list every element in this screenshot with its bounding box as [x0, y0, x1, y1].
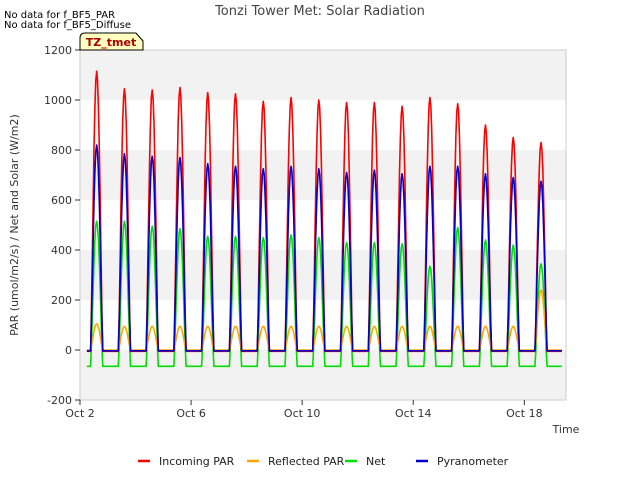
x-axis-ticks: Oct 2 Oct 6 Oct 10 Oct 14 Oct 18	[65, 400, 543, 420]
grid-band	[80, 50, 566, 100]
y-axis-label: PAR (umol/m2/s) / Net and Solar (W/m2)	[8, 114, 21, 336]
series-layer	[86, 70, 562, 368]
legend-label: Pyranometer	[437, 455, 509, 468]
x-tick-label: Oct 10	[284, 407, 321, 420]
badge-shape	[79, 32, 144, 51]
grid-bands	[80, 50, 566, 400]
series-line-net	[86, 220, 562, 368]
x-tick-label: Oct 6	[176, 407, 206, 420]
y-tick-label: 0	[65, 344, 72, 357]
y-tick-label: 600	[51, 194, 72, 207]
x-axis-label: Time	[552, 423, 580, 436]
y-tick-label: 1000	[44, 94, 72, 107]
tz-tmet-badge: TZ_tmet	[79, 32, 144, 51]
y-tick-label: 200	[51, 294, 72, 307]
legend: Incoming PAR Reflected PAR Net Pyranometer	[138, 455, 509, 468]
series-line-reflected-par	[86, 289, 562, 351]
y-axis-ticks: -200 0 200 400 600 800 1000 1200	[44, 44, 80, 407]
x-tick-label: Oct 18	[506, 407, 543, 420]
legend-label: Reflected PAR	[268, 455, 345, 468]
y-tick-label: 800	[51, 144, 72, 157]
x-tick-label: Oct 14	[395, 407, 432, 420]
legend-label: Incoming PAR	[159, 455, 235, 468]
y-tick-label: -200	[47, 394, 72, 407]
legend-label: Net	[366, 455, 386, 468]
y-tick-label: 1200	[44, 44, 72, 57]
x-tick-label: Oct 2	[65, 407, 95, 420]
y-tick-label: 400	[51, 244, 72, 257]
grid-band	[80, 350, 566, 400]
badge-label: TZ_tmet	[86, 36, 136, 49]
no-data-note-2: No data for f_BF5_Diffuse	[4, 20, 131, 31]
chart-title: Tonzi Tower Met: Solar Radiation	[214, 4, 425, 19]
no-data-note-1: No data for f_BF5_PAR	[4, 10, 115, 21]
series-line-pyranometer	[86, 144, 562, 352]
plot-frame	[79, 49, 567, 401]
